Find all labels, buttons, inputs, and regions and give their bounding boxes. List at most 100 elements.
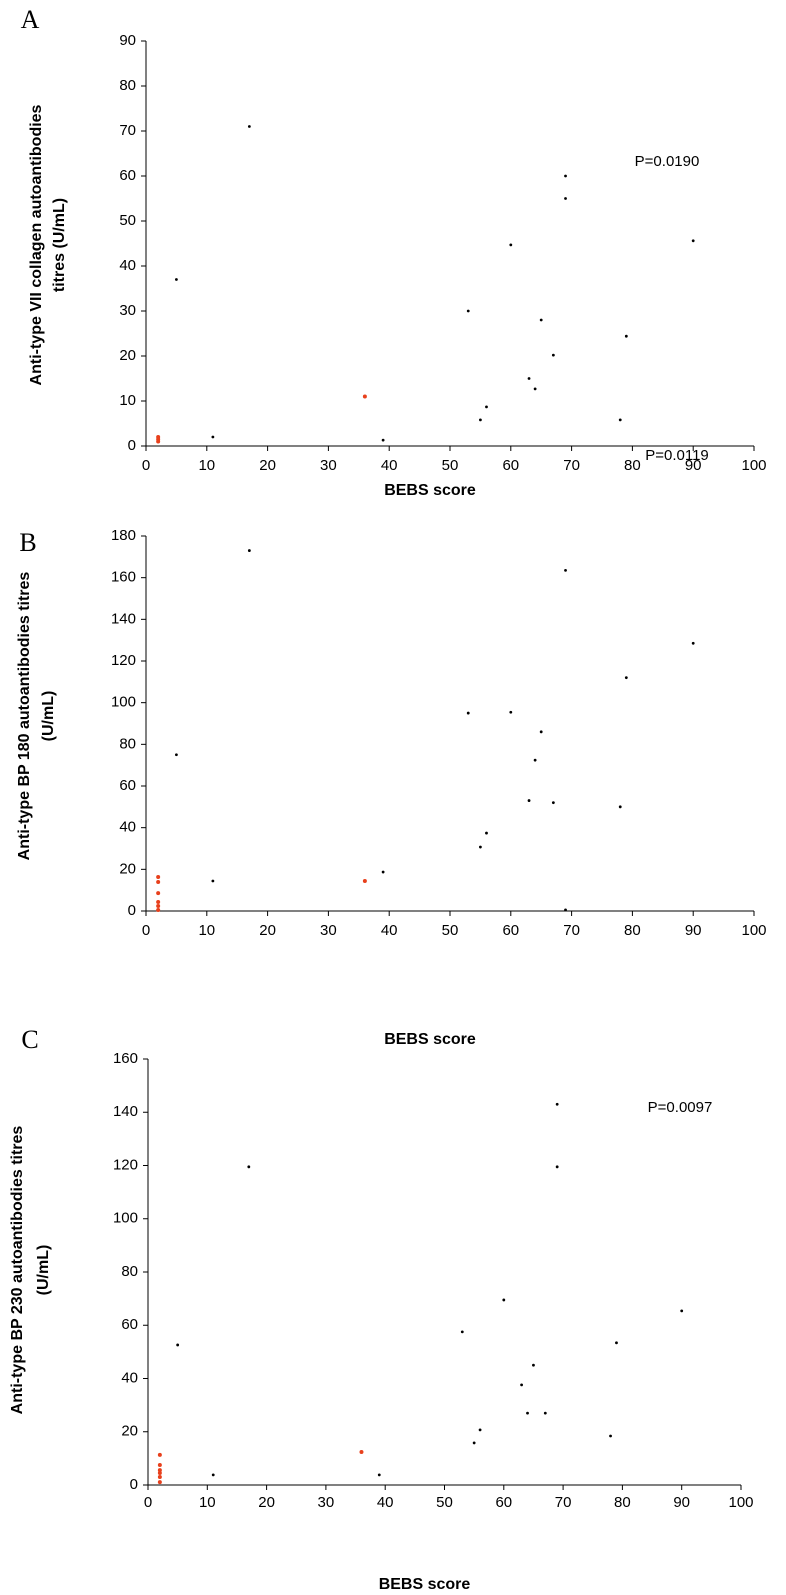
point [485, 405, 488, 409]
y-tick-label: 80 [121, 1263, 138, 1280]
y-tick-label: 100 [111, 694, 136, 711]
point [359, 1449, 364, 1454]
x-axis-label: BEBS score [384, 482, 476, 499]
x-axis-label: BEBS score [379, 1576, 471, 1593]
x-tick-label: 40 [377, 1494, 394, 1511]
y-tick-label: 20 [119, 347, 136, 364]
y-axis-label: (U/mL) [35, 1245, 52, 1296]
x-tick-label: 50 [442, 457, 459, 474]
point [551, 353, 555, 357]
x-tick-label: 80 [624, 457, 641, 474]
y-tick-label: 140 [113, 1103, 138, 1120]
x-tick-label: 60 [502, 922, 519, 939]
x-tick-label: 60 [502, 457, 519, 474]
x-tick-label: 70 [563, 922, 580, 939]
x-tick-label: 70 [555, 1494, 572, 1511]
x-tick-label: 20 [259, 457, 276, 474]
panel-label: C [21, 1025, 38, 1054]
point [624, 676, 628, 680]
point [533, 387, 537, 391]
x-axis-label: BEBS score [384, 1031, 476, 1048]
point [156, 891, 161, 896]
point [175, 278, 178, 281]
point [564, 197, 567, 200]
x-tick-label: 60 [495, 1494, 512, 1511]
point [478, 1428, 482, 1432]
point [509, 710, 513, 714]
y-axis-label: (U/mL) [40, 691, 57, 742]
y-tick-label: 120 [113, 1156, 138, 1173]
x-tick-label: 40 [381, 922, 398, 939]
panel-label: B [19, 528, 36, 557]
x-tick-label: 80 [624, 922, 641, 939]
y-tick-label: 30 [119, 302, 136, 319]
x-tick-label: 10 [198, 457, 215, 474]
y-tick-label: 20 [119, 860, 136, 877]
y-axis-label: titres (U/mL) [51, 198, 68, 292]
y-tick-label: 160 [113, 1050, 138, 1067]
x-tick-label: 30 [320, 922, 337, 939]
y-tick-label: 0 [130, 1476, 138, 1493]
y-tick-label: 120 [111, 652, 136, 669]
point [539, 730, 543, 734]
point [527, 799, 531, 802]
x-tick-label: 0 [144, 1494, 152, 1511]
y-tick-label: 80 [119, 77, 136, 94]
point [247, 549, 251, 552]
y-tick-label: 60 [119, 167, 136, 184]
point [539, 318, 543, 322]
point [362, 394, 367, 399]
point [555, 1102, 559, 1106]
x-tick-label: 20 [258, 1494, 275, 1511]
y-tick-label: 0 [128, 437, 136, 454]
x-tick-label: 30 [318, 1494, 335, 1511]
y-tick-label: 40 [121, 1369, 138, 1386]
point [157, 1471, 162, 1476]
y-tick-label: 0 [128, 902, 136, 919]
point [609, 1434, 612, 1438]
point [175, 753, 178, 757]
point [381, 870, 385, 874]
y-tick-label: 100 [113, 1210, 138, 1227]
point [618, 418, 622, 422]
point [564, 174, 567, 178]
panel-label: A [21, 5, 40, 34]
point [211, 879, 215, 883]
x-tick-label: 0 [142, 457, 150, 474]
point [176, 1343, 180, 1347]
y-tick-label: 50 [119, 212, 136, 229]
x-tick-label: 90 [685, 457, 702, 474]
x-tick-label: 40 [381, 457, 398, 474]
annotation: P=0.0119 [645, 447, 709, 464]
point [551, 801, 555, 805]
point [564, 908, 567, 912]
point [618, 805, 622, 809]
point [520, 1383, 523, 1387]
y-tick-label: 70 [119, 122, 136, 139]
point [502, 1298, 506, 1302]
y-tick-label: 60 [119, 777, 136, 794]
x-tick-label: 80 [614, 1494, 631, 1511]
point [377, 1473, 381, 1477]
y-tick-label: 160 [111, 569, 136, 586]
point [533, 758, 537, 762]
x-tick-label: 10 [199, 1494, 216, 1511]
point [156, 435, 161, 439]
y-tick-label: 180 [111, 527, 136, 544]
annotation: P=0.0190 [635, 153, 700, 170]
x-tick-label: 90 [673, 1494, 690, 1511]
x-tick-label: 50 [436, 1494, 453, 1511]
y-tick-label: 140 [111, 610, 136, 627]
point [555, 1165, 559, 1169]
point [157, 1463, 162, 1468]
point [543, 1411, 547, 1415]
point [247, 1165, 251, 1169]
point [156, 907, 161, 912]
point [472, 1441, 476, 1445]
point [157, 1475, 162, 1480]
point [691, 641, 695, 645]
y-axis-label: Anti-type BP 180 autoantibodies titres [16, 572, 33, 861]
y-tick-label: 40 [119, 257, 136, 274]
point [485, 831, 488, 835]
